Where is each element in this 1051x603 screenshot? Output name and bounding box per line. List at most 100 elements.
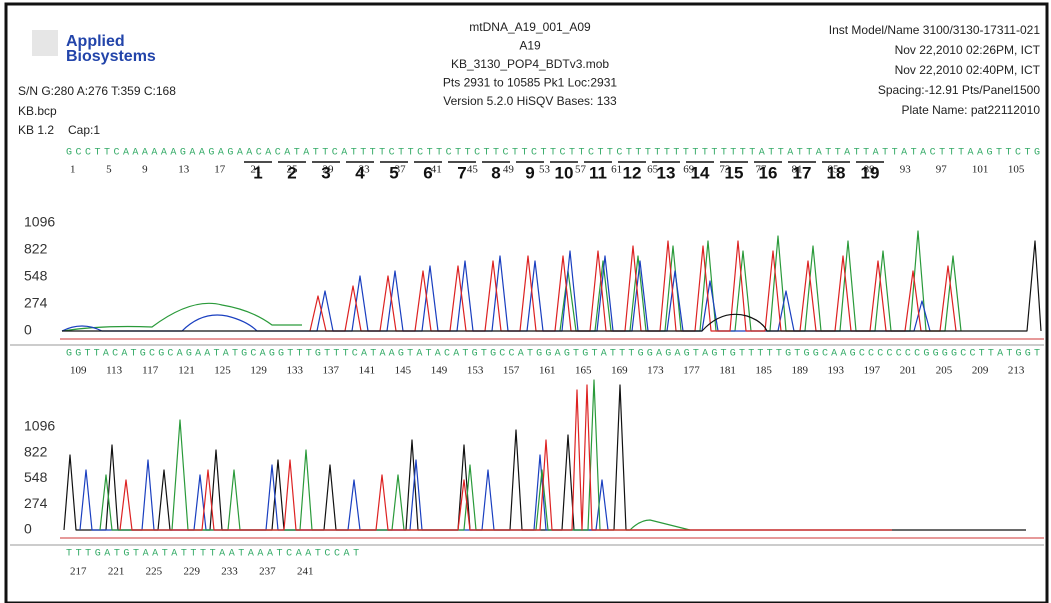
sample-line: Pts 2931 to 10585 Pk1 Loc:2931 (443, 76, 617, 90)
instrument-line: Plate Name: pat22112010 (901, 103, 1040, 117)
repeat-marker: 13 (657, 163, 676, 182)
repeat-marker: 3 (321, 163, 330, 182)
repeat-marker: 18 (827, 163, 846, 182)
base-position: 37 (395, 164, 407, 176)
base-position: 9 (142, 164, 148, 176)
repeat-marker: 12 (623, 163, 642, 182)
base-position: 21 (250, 164, 261, 176)
y-axis-label: 0 (24, 322, 32, 338)
base-position: 73 (719, 164, 731, 176)
repeat-marker: 19 (861, 163, 880, 182)
base-position: 229 (183, 566, 200, 578)
base-position: 221 (108, 566, 125, 578)
base-position: 113 (106, 365, 123, 377)
base-position: 213 (1008, 365, 1025, 377)
base-position: 5 (106, 164, 112, 176)
repeat-marker: 5 (389, 163, 398, 182)
base-position: 161 (539, 365, 556, 377)
instrument-line: Spacing:-12.91 Pts/Panel1500 (878, 83, 1040, 97)
repeat-marker: 2 (287, 163, 296, 182)
base-position: 157 (503, 365, 520, 377)
sample-line: Version 5.2.0 HiSQV Bases: 133 (443, 94, 617, 108)
base-position: 13 (178, 164, 190, 176)
base-sequence: GCCTTCAAAAAAGAAGAGAACACATATTCATTTTCTTCTT… (66, 148, 1040, 159)
run-info: KB 1.2 (18, 123, 54, 137)
base-position: 101 (972, 164, 989, 176)
base-position: 189 (791, 365, 808, 377)
base-position: 45 (467, 164, 479, 176)
base-position: 97 (936, 164, 948, 176)
base-position: 93 (900, 164, 912, 176)
base-position: 29 (323, 164, 335, 176)
trace-blue (61, 250, 931, 332)
base-position: 69 (683, 164, 695, 176)
y-axis-label: 274 (24, 295, 48, 311)
sample-line: A19 (519, 39, 541, 53)
trace-red (309, 240, 957, 332)
y-axis-label: 1096 (24, 418, 55, 434)
y-axis-label: 274 (24, 495, 48, 511)
run-info: Cap:1 (68, 123, 100, 137)
repeat-marker: 11 (589, 163, 607, 182)
base-position: 105 (1008, 164, 1025, 176)
base-position: 89 (864, 164, 876, 176)
base-position: 149 (431, 365, 448, 377)
repeat-marker: 8 (491, 163, 500, 182)
base-position: 241 (297, 566, 314, 578)
repeat-marker: 15 (725, 163, 744, 182)
base-position: 145 (395, 365, 412, 377)
base-position: 173 (647, 365, 664, 377)
y-axis-label: 0 (24, 521, 32, 537)
base-position: 165 (575, 365, 592, 377)
logo-text: Biosystems (66, 48, 156, 65)
base-position: 169 (611, 365, 628, 377)
instrument-line: Nov 22,2010 02:40PM, ICT (895, 63, 1041, 77)
base-position: 137 (323, 365, 340, 377)
base-position: 181 (719, 365, 736, 377)
base-position: 185 (755, 365, 772, 377)
trace-blue (79, 454, 609, 531)
base-position: 85 (828, 164, 840, 176)
base-position: 33 (359, 164, 371, 176)
base-position: 77 (755, 164, 767, 176)
sample-info: mtDNA_A19_001_A09 A19 KB_3130_POP4_BDTv3.m… (443, 20, 617, 108)
base-position: 209 (972, 365, 989, 377)
base-position: 17 (214, 164, 226, 176)
base-position: 129 (250, 365, 267, 377)
base-position: 1 (70, 164, 76, 176)
sample-line: mtDNA_A19_001_A09 (469, 20, 591, 34)
base-position: 193 (828, 365, 845, 377)
base-position: 133 (286, 365, 303, 377)
trace-green (99, 379, 691, 531)
base-position: 121 (178, 365, 195, 377)
page-border (4, 2, 1049, 603)
y-axis-label: 1096 (24, 214, 55, 230)
base-sequence: TTTGATGTAATATTTTAATAAATCAATCCAT (66, 549, 359, 560)
repeat-marker: 4 (355, 163, 365, 182)
base-position: 205 (936, 365, 953, 377)
sample-line: KB_3130_POP4_BDTv3.mob (451, 57, 609, 71)
base-position: 217 (70, 566, 87, 578)
base-position: 65 (647, 164, 659, 176)
run-info: KB.bcp (18, 104, 57, 118)
repeat-marker: 14 (691, 163, 710, 182)
base-position: 41 (431, 164, 442, 176)
base-position: 61 (611, 164, 622, 176)
base-position: 177 (683, 365, 700, 377)
base-position: 197 (864, 365, 881, 377)
base-position: 49 (503, 164, 515, 176)
base-position: 25 (286, 164, 298, 176)
y-axis-label: 822 (24, 241, 48, 257)
base-position: 233 (221, 566, 238, 578)
run-info: S/N G:280 A:276 T:359 C:168 (18, 84, 176, 98)
logo-text: Applied (66, 33, 125, 50)
y-axis-label: 822 (24, 443, 48, 459)
base-position: 117 (142, 365, 159, 377)
trace-red (119, 384, 892, 531)
trace-black (62, 240, 1042, 332)
base-position: 81 (791, 164, 802, 176)
base-position: 125 (214, 365, 231, 377)
base-position: 225 (146, 566, 163, 578)
